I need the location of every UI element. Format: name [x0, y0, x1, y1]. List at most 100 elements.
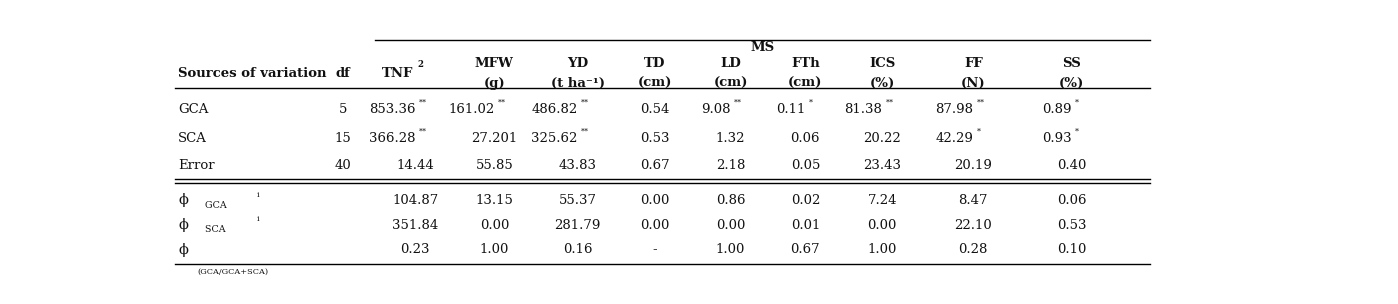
Text: 14.44: 14.44	[397, 159, 435, 172]
Text: -: -	[653, 243, 657, 256]
Text: (%): (%)	[1060, 77, 1085, 90]
Text: 161.02: 161.02	[449, 103, 495, 116]
Text: **: **	[582, 98, 589, 107]
Text: 1.32: 1.32	[716, 132, 745, 145]
Text: 0.00: 0.00	[480, 219, 509, 232]
Text: i: i	[257, 191, 260, 199]
Text: **: **	[976, 98, 984, 107]
Text: 13.15: 13.15	[475, 194, 513, 207]
Text: FTh: FTh	[791, 57, 819, 70]
Text: ϕ: ϕ	[178, 193, 187, 208]
Text: (cm): (cm)	[637, 77, 672, 90]
Text: 1.00: 1.00	[716, 243, 745, 256]
Text: 0.28: 0.28	[959, 243, 988, 256]
Text: YD: YD	[568, 57, 589, 70]
Text: Sources of variation: Sources of variation	[178, 67, 327, 80]
Text: 0.01: 0.01	[791, 219, 821, 232]
Text: 0.05: 0.05	[791, 159, 821, 172]
Text: (g): (g)	[484, 77, 505, 90]
Text: ϕ: ϕ	[178, 218, 187, 232]
Text: 42.29: 42.29	[935, 132, 973, 145]
Text: 8.47: 8.47	[959, 194, 988, 207]
Text: (t ha⁻¹): (t ha⁻¹)	[551, 77, 605, 90]
Text: 2.18: 2.18	[716, 159, 745, 172]
Text: 366.28: 366.28	[369, 132, 415, 145]
Text: SCA: SCA	[178, 132, 207, 145]
Text: 27.201: 27.201	[471, 132, 517, 145]
Text: (N): (N)	[960, 77, 986, 90]
Text: 55.37: 55.37	[559, 194, 597, 207]
Text: *: *	[1075, 128, 1079, 136]
Text: 0.53: 0.53	[1057, 219, 1086, 232]
Text: 23.43: 23.43	[863, 159, 902, 172]
Text: *: *	[1075, 98, 1079, 107]
Text: 281.79: 281.79	[555, 219, 601, 232]
Text: MFW: MFW	[475, 57, 514, 70]
Text: 0.67: 0.67	[640, 159, 670, 172]
Text: 0.00: 0.00	[716, 219, 745, 232]
Text: 0.06: 0.06	[1057, 194, 1086, 207]
Text: 0.93: 0.93	[1043, 132, 1072, 145]
Text: 853.36: 853.36	[369, 103, 415, 116]
Text: **: **	[885, 98, 893, 107]
Text: 325.62: 325.62	[531, 132, 577, 145]
Text: (cm): (cm)	[788, 77, 822, 90]
Text: **: **	[734, 98, 742, 107]
Text: **: **	[418, 128, 426, 136]
Text: 5: 5	[338, 103, 347, 116]
Text: LD: LD	[720, 57, 741, 70]
Text: TD: TD	[644, 57, 665, 70]
Text: MS: MS	[751, 41, 774, 54]
Text: 0.00: 0.00	[868, 219, 898, 232]
Text: 1.00: 1.00	[480, 243, 509, 256]
Text: *: *	[808, 98, 812, 107]
Text: **: **	[418, 98, 426, 107]
Text: 0.53: 0.53	[640, 132, 670, 145]
Text: SS: SS	[1062, 57, 1081, 70]
Text: 0.00: 0.00	[640, 194, 670, 207]
Text: 0.16: 0.16	[563, 243, 593, 256]
Text: 40: 40	[334, 159, 351, 172]
Text: 22.10: 22.10	[955, 219, 993, 232]
Text: *: *	[976, 128, 980, 136]
Text: 43.83: 43.83	[559, 159, 597, 172]
Text: **: **	[582, 128, 589, 136]
Text: 0.54: 0.54	[640, 103, 670, 116]
Text: **: **	[498, 98, 506, 107]
Text: 486.82: 486.82	[531, 103, 577, 116]
Text: 0.06: 0.06	[790, 132, 821, 145]
Text: i: i	[257, 215, 260, 223]
Text: (cm): (cm)	[713, 77, 748, 90]
Text: 0.23: 0.23	[400, 243, 431, 256]
Text: 0.40: 0.40	[1057, 159, 1086, 172]
Text: 0.10: 0.10	[1057, 243, 1086, 256]
Text: 20.22: 20.22	[864, 132, 902, 145]
Text: 15: 15	[334, 132, 351, 145]
Text: FF: FF	[963, 57, 983, 70]
Text: 7.24: 7.24	[868, 194, 898, 207]
Text: 0.11: 0.11	[776, 103, 805, 116]
Text: (GCA/GCA+SCA): (GCA/GCA+SCA)	[197, 268, 268, 276]
Text: 0.86: 0.86	[716, 194, 745, 207]
Text: 2: 2	[418, 60, 424, 69]
Text: TNF: TNF	[382, 67, 414, 80]
Text: 104.87: 104.87	[393, 194, 439, 207]
Text: GCA: GCA	[201, 201, 226, 210]
Text: 87.98: 87.98	[935, 103, 973, 116]
Text: 55.85: 55.85	[475, 159, 513, 172]
Text: 0.89: 0.89	[1043, 103, 1072, 116]
Text: 81.38: 81.38	[844, 103, 882, 116]
Text: 351.84: 351.84	[393, 219, 439, 232]
Text: 1.00: 1.00	[868, 243, 898, 256]
Text: 0.00: 0.00	[640, 219, 670, 232]
Text: GCA: GCA	[178, 103, 208, 116]
Text: ϕ: ϕ	[178, 243, 187, 257]
Text: 9.08: 9.08	[700, 103, 731, 116]
Text: 0.02: 0.02	[791, 194, 821, 207]
Text: 20.19: 20.19	[955, 159, 993, 172]
Text: (%): (%)	[870, 77, 895, 90]
Text: SCA: SCA	[201, 225, 225, 234]
Text: 0.67: 0.67	[790, 243, 821, 256]
Text: Error: Error	[178, 159, 215, 172]
Text: ICS: ICS	[870, 57, 895, 70]
